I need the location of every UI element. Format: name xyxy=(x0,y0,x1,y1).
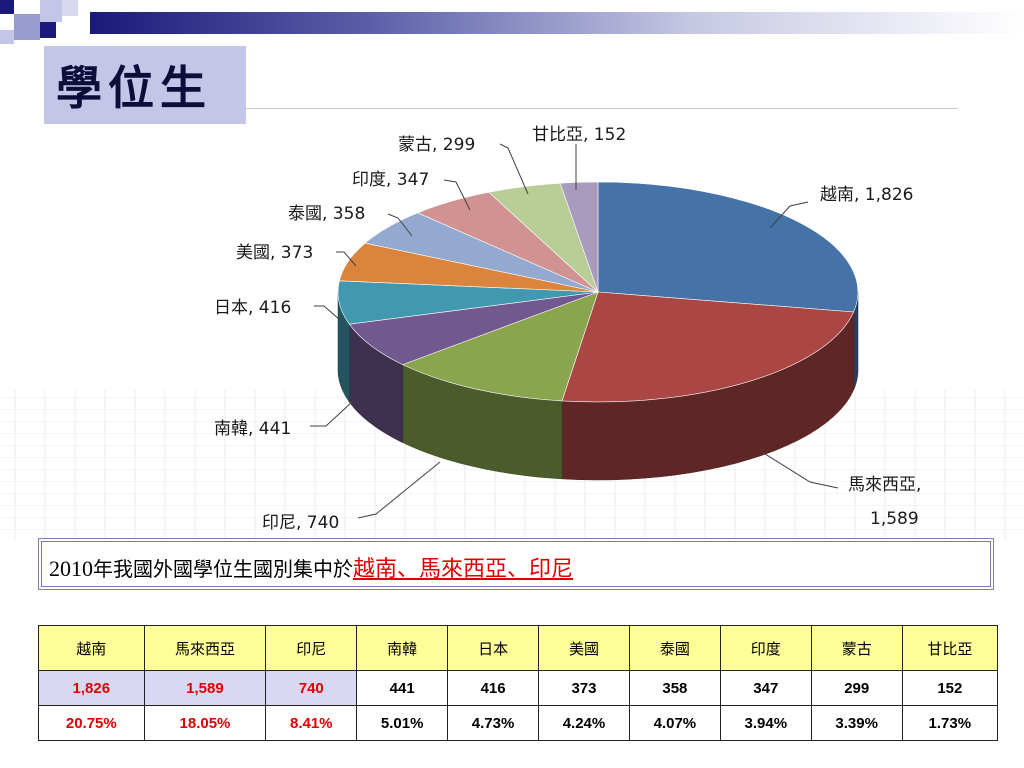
corner-square xyxy=(62,0,78,16)
table-header-cell: 甘比亞 xyxy=(901,625,999,671)
table-cell-count: 1,826 xyxy=(38,670,145,706)
table-header-cell: 印度 xyxy=(719,625,812,671)
table-cell-count: 299 xyxy=(810,670,903,706)
pie-chart: 越南, 1,826 馬來西亞, 1,589 印尼, 740 南韓, 441 日本, 416… xyxy=(0,125,1024,540)
corner-square xyxy=(0,30,14,44)
leader-line-5 xyxy=(336,251,357,267)
table-row-counts: 1,826 1,589 740 441 416 373 358 347 299 … xyxy=(38,670,999,706)
summary-note: 2010年我國外國學位生國別集中於越南、馬來西亞、印尼 xyxy=(38,538,994,590)
table-cell-percent: 3.39% xyxy=(810,705,903,741)
summary-text: 2010年我國外國學位生國別集中於越南、馬來西亞、印尼 xyxy=(49,551,573,583)
slice-label-3: 南韓, 441 xyxy=(214,419,291,439)
table-header-cell: 泰國 xyxy=(628,625,721,671)
pie-slice-2 xyxy=(401,291,599,402)
slide-title: 學位生 xyxy=(56,61,212,115)
header-gradient-bar xyxy=(90,12,1024,34)
table-row-percents: 20.75% 18.05% 8.41% 5.01% 4.73% 4.24% 4.… xyxy=(38,705,999,741)
pie-slice-3 xyxy=(348,291,599,365)
leader-line-6 xyxy=(387,213,413,237)
table-cell-percent: 4.07% xyxy=(628,705,721,741)
slice-label-8: 蒙古, 299 xyxy=(398,135,475,155)
slice-label-2: 印尼, 740 xyxy=(262,513,339,533)
table-cell-percent: 8.41% xyxy=(265,705,358,741)
slice-label-0: 越南, 1,826 xyxy=(820,185,913,205)
table-cell-percent: 4.24% xyxy=(538,705,630,741)
leader-line-2 xyxy=(357,461,441,519)
slice-label-1: 馬來西亞, 1,589 xyxy=(848,475,921,529)
table-cell-percent: 4.73% xyxy=(447,705,540,741)
leader-line-7 xyxy=(443,179,471,211)
table-cell-percent: 18.05% xyxy=(143,705,267,741)
table-cell-count: 373 xyxy=(538,670,630,706)
title-box xyxy=(44,46,246,124)
corner-square xyxy=(40,0,62,22)
table-header-cell: 美國 xyxy=(538,625,630,671)
corner-square xyxy=(14,14,40,40)
table-cell-count: 358 xyxy=(628,670,721,706)
slice-label-7: 印度, 347 xyxy=(352,170,429,190)
table-header-row: 越南 馬來西亞 印尼 南韓 日本 美國 泰國 印度 蒙古 甘比亞 xyxy=(38,625,999,671)
leader-line-0 xyxy=(769,201,809,229)
pie-slice-9 xyxy=(559,181,599,293)
summary-year: 2010 xyxy=(49,556,93,581)
summary-prefix: 年我國外國學位生國別集中於 xyxy=(93,557,353,581)
table-cell-percent: 5.01% xyxy=(356,705,449,741)
table-cell-count: 152 xyxy=(901,670,999,706)
data-table: 越南 馬來西亞 印尼 南韓 日本 美國 泰國 印度 蒙古 甘比亞 1,826 1… xyxy=(38,625,999,741)
table-header-cell: 馬來西亞 xyxy=(143,625,267,671)
slice-label-6: 泰國, 358 xyxy=(288,204,365,224)
table-cell-percent: 1.73% xyxy=(901,705,999,741)
table-cell-count: 1,589 xyxy=(143,670,267,706)
table-cell-count: 347 xyxy=(719,670,812,706)
table-header-cell: 越南 xyxy=(38,625,145,671)
table-header-cell: 南韓 xyxy=(356,625,449,671)
table-cell-percent: 20.75% xyxy=(38,705,145,741)
table-cell-count: 416 xyxy=(447,670,540,706)
pie-slice-0 xyxy=(597,181,859,313)
table-cell-percent: 3.94% xyxy=(719,705,812,741)
corner-square xyxy=(40,22,56,38)
corner-square xyxy=(0,0,14,14)
table-header-cell: 印尼 xyxy=(265,625,358,671)
table-cell-count: 740 xyxy=(265,670,358,706)
table-header-cell: 日本 xyxy=(447,625,540,671)
slice-label-5: 美國, 373 xyxy=(236,243,313,263)
leader-line-3 xyxy=(310,401,353,427)
summary-highlight: 越南、馬來西亞、印尼 xyxy=(353,557,574,582)
leader-line-1 xyxy=(761,451,839,489)
title-divider xyxy=(246,108,958,109)
slice-label-4: 日本, 416 xyxy=(214,298,291,318)
leader-line-8 xyxy=(499,143,529,195)
leader-line-4 xyxy=(314,305,341,321)
pie-slice-1 xyxy=(561,291,855,403)
table-header-cell: 蒙古 xyxy=(810,625,903,671)
slice-label-9: 甘比亞, 152 xyxy=(532,125,626,145)
table-cell-count: 441 xyxy=(356,670,449,706)
